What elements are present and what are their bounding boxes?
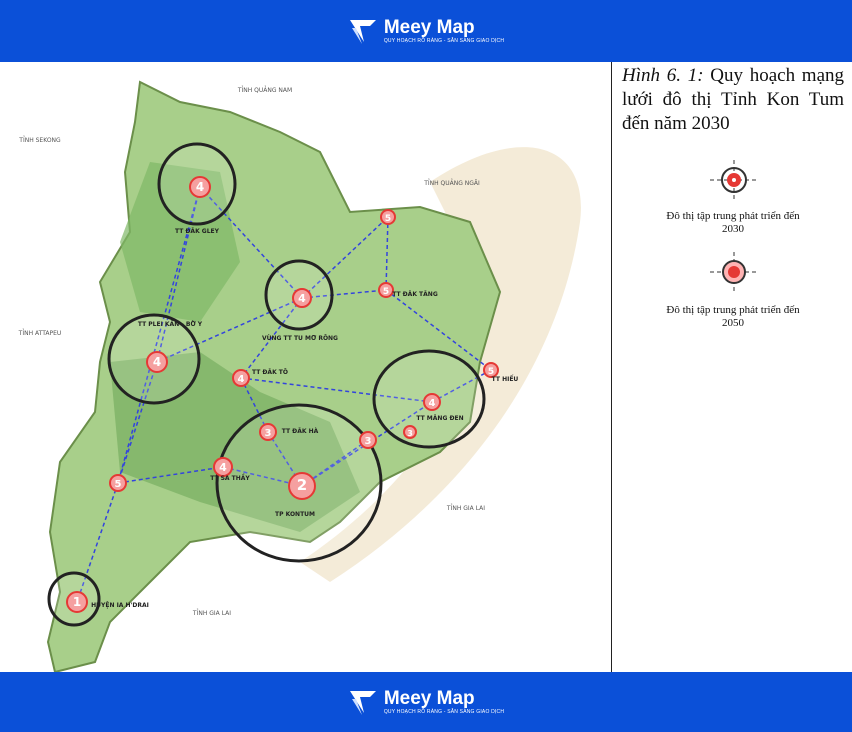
connection [267,431,303,487]
brand: Meey Map [383,17,475,38]
region-label: TỈNH QUẢNG NGÃI [423,179,480,187]
brand: Meey Map [383,688,475,709]
city-rank: 4 [429,398,436,409]
city-rank: 4 [238,374,245,385]
city-rank: 1 [73,595,81,609]
map: TỈNH QUẢNG NAM TỈNH SEKONG TỈNH QUẢNG NGÃI… [0,62,612,672]
logo-icon [349,20,376,44]
city-name: TP KONTUM [275,511,315,518]
legend-icon-2030 [710,160,758,200]
city-marker [232,369,250,387]
connection [156,186,201,363]
city-name: TT SA THẦY [210,473,250,482]
city-rank: 5 [115,479,122,490]
city-marker [213,457,233,477]
city-name: TT PLEI KẦN - BỜ Y [138,319,203,328]
connection [385,216,389,291]
legend-icon-2050 [710,252,758,292]
legend-label: Đô thị tập trung phát triển đến 2050 [666,304,800,329]
city-rank: 4 [153,355,161,369]
city-marker [403,425,417,439]
city-rank: 5 [488,367,494,377]
city-name: TT ĐĂK TĂNG [392,291,438,298]
figure-number: Hình 6. 1: [622,65,704,86]
logo[interactable]: Meey Map QUY HOẠCH RÕ RÀNG - SẴN SÀNG GIA… [348,16,504,46]
city-marker [109,474,127,492]
city-name: TT ĐĂK TÔ [252,369,288,376]
region-label: TỈNH GIA LAI [446,504,485,512]
connection [240,297,303,379]
city-rank: 4 [219,461,227,474]
city-marker [423,393,441,411]
city-name: HUYỆN IA H'DRAI [91,601,149,609]
city-marker [66,591,88,613]
city-name: TT ĐĂK HÀ [282,428,319,435]
connection [240,377,269,433]
city-marker [259,423,277,441]
city-marker [288,472,316,500]
logo-icon [349,691,376,715]
region-label: TỈNH SEKONG [18,136,61,144]
region-label: TỈNH ATTAPEU [18,329,62,337]
city-marker [146,351,168,373]
city-rank: 4 [298,292,306,305]
city-rank: 5 [385,214,391,224]
city-marker [378,282,394,298]
city-name: TT ĐĂK GLEY [175,228,220,235]
legend-label: Đô thị tập trung phát triển đến 2030 [666,210,800,235]
connection [385,289,492,371]
region-label: TỈNH QUẢNG NAM [237,86,292,94]
city-marker [483,362,499,378]
connection [117,186,201,484]
logo[interactable]: Meey Map QUY HOẠCH RÕ RÀNG - SẴN SÀNG GIA… [348,687,504,717]
footer: Meey Map QUY HOẠCH RÕ RÀNG - SẴN SÀNG GIA… [0,672,852,732]
city-name: VÙNG TT TU MƠ RÔNG [262,335,338,342]
connection [156,297,303,363]
city-rank: 5 [383,287,389,297]
city-marker [380,209,396,225]
connection [117,466,224,484]
tagline: QUY HOẠCH RÕ RÀNG - SẴN SÀNG GIAO DỊCH [383,709,505,715]
city-rank: 3 [265,428,272,439]
connection [301,289,387,299]
city-name: TT MĂNG ĐEN [416,415,463,422]
caption-text: Quy hoạch mạng lưới đô thị Tỉnh Kon Tum … [622,65,845,134]
city-rank: 4 [196,180,204,194]
tagline: QUY HOẠCH RÕ RÀNG - SẴN SÀNG GIAO DỊCH [383,38,505,44]
connection [117,361,158,484]
region-label: TỈNH GIA LAI [192,609,231,617]
city-marker [359,431,377,449]
city-marker [189,176,211,198]
header: Meey Map QUY HOẠCH RÕ RÀNG - SẴN SÀNG GIA… [0,0,852,62]
connection [301,216,389,299]
city-name: TT HIẾU [492,375,519,383]
city-marker [292,288,312,308]
city-rank: 3 [407,429,413,438]
caption: Hình 6. 1: Quy hoạch mạng lưới đô thị Tỉ… [622,64,844,136]
city-rank: 3 [365,436,372,447]
city-rank: 2 [297,476,307,494]
